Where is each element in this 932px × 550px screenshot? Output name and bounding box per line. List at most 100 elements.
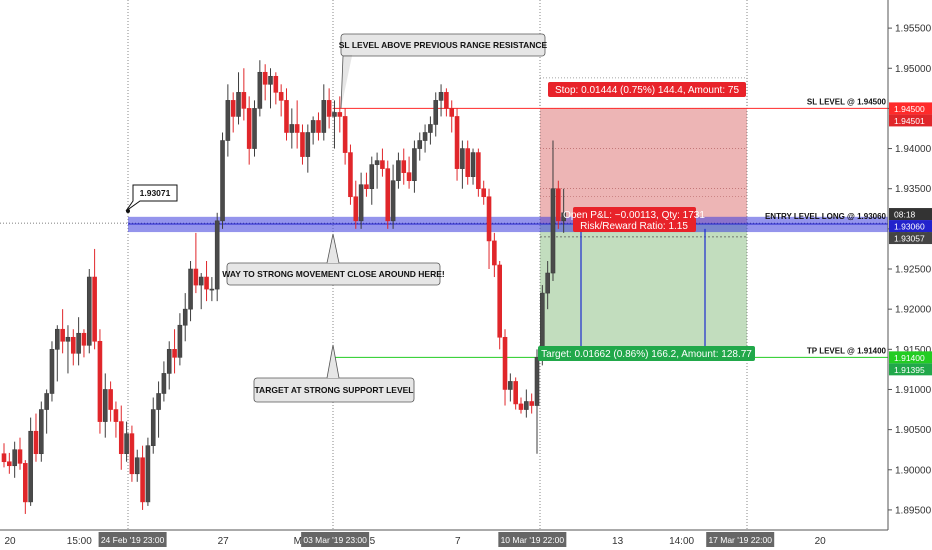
candle-body <box>252 108 257 149</box>
candle-body <box>438 92 444 101</box>
time-highlight-bg <box>301 532 370 547</box>
candle-body <box>108 389 113 410</box>
candle <box>460 140 465 189</box>
candle <box>17 437 23 470</box>
tp-axis-tag: 1.91400 <box>894 353 925 363</box>
price-tick-label: 1.90500 <box>895 425 932 436</box>
price-tick-label: 1.90000 <box>895 465 932 476</box>
price-axis[interactable]: 1.95500 1.95000 1.94500 1.94000 1.93500 1.930… <box>887 0 932 550</box>
candle-body <box>385 168 391 222</box>
candle-body <box>81 332 87 346</box>
candle <box>177 313 183 366</box>
sl-sub-axis-tag: 1.94501 <box>894 116 925 126</box>
position-zones <box>539 77 748 358</box>
price-axis-bg <box>888 0 932 550</box>
candle <box>449 100 455 133</box>
sl-note: SL LEVEL ABOVE PREVIOUS RANGE RESISTANCE <box>339 33 548 109</box>
candle <box>438 84 444 117</box>
candle <box>268 68 273 109</box>
candle <box>92 248 97 350</box>
current-axis-tag-bg <box>889 232 932 245</box>
candle-body <box>172 349 177 358</box>
price-tick-label: 1.95000 <box>895 64 932 75</box>
candle <box>465 140 471 185</box>
candle <box>124 421 129 462</box>
level-lines: SL LEVEL @ 1.94500 ENTRY LEVEL LONG @ 1.9… <box>128 97 888 358</box>
candle-body <box>348 152 353 198</box>
candle <box>166 341 172 390</box>
candle <box>310 116 316 145</box>
stop-box-bg <box>548 82 746 97</box>
price-tick-label: 1.91000 <box>895 385 932 396</box>
candle-body <box>513 381 518 405</box>
time-highlight-bg <box>706 532 775 547</box>
candle <box>273 72 279 105</box>
candle <box>561 188 566 233</box>
candle-body <box>529 401 534 406</box>
stop-box: Stop: 0.01444 (0.75%) 144.4, Amount: 75 <box>548 82 746 97</box>
candle-body <box>406 172 412 181</box>
candle-body <box>316 120 321 133</box>
candle-body <box>156 393 161 410</box>
candle-body <box>342 116 348 153</box>
time-tick-label: 20 <box>4 536 16 547</box>
candle <box>342 108 348 165</box>
candle <box>225 84 231 157</box>
candle-body <box>230 100 236 117</box>
price-tick-label: 1.89500 <box>895 505 932 516</box>
candle <box>113 401 119 438</box>
candle <box>278 84 284 117</box>
candle <box>209 277 215 302</box>
candle <box>230 92 236 133</box>
candle <box>454 108 460 181</box>
countdown-axis-tag-bg <box>889 208 932 221</box>
candle-body <box>305 132 311 157</box>
candle <box>257 60 263 117</box>
candle <box>305 124 311 173</box>
time-tick-label: 14:00 <box>669 536 694 547</box>
candle-body <box>476 152 481 190</box>
candle <box>156 381 161 438</box>
entry-axis-tag-bg <box>889 220 932 233</box>
candle-body <box>134 457 140 475</box>
time-tick-label: 27 <box>218 536 230 547</box>
candle <box>556 180 561 229</box>
time-highlight-bg <box>498 532 567 547</box>
candle-body <box>23 463 28 503</box>
candle-body <box>326 100 332 117</box>
sl-axis-tag-bg <box>889 102 932 115</box>
candle-body <box>204 276 209 290</box>
candle-body <box>492 240 497 266</box>
candle-body <box>97 340 103 422</box>
candle <box>550 140 556 282</box>
candle-body <box>214 220 220 290</box>
candle-body <box>70 336 76 354</box>
candle-body <box>161 373 167 394</box>
candle-body <box>433 100 439 125</box>
movement-note-tail <box>326 233 340 264</box>
target-box-bg <box>538 346 755 361</box>
candle-body <box>60 328 65 342</box>
candle-body <box>220 140 225 222</box>
candle-body <box>44 393 49 410</box>
candle-body <box>465 148 471 177</box>
candle <box>369 156 375 205</box>
candle-body <box>374 160 380 165</box>
candle-body <box>380 160 385 169</box>
candle <box>380 148 385 177</box>
candle-body <box>364 184 369 190</box>
candle-body <box>300 132 305 157</box>
tp-sub-axis-tag: 1.91395 <box>894 365 925 375</box>
candle-body <box>481 188 487 198</box>
time-axis[interactable]: 20 15:00 27 M 5 7 13 14:00 20 24 Feb '19 23:00 03 … <box>0 529 932 550</box>
candle <box>214 212 220 302</box>
candle <box>332 100 337 149</box>
candle <box>385 160 391 229</box>
candle-body <box>28 430 33 503</box>
candle-body <box>470 152 476 177</box>
candle <box>337 96 343 133</box>
candle <box>193 232 199 294</box>
candle-body <box>236 92 241 117</box>
candle <box>65 325 71 374</box>
